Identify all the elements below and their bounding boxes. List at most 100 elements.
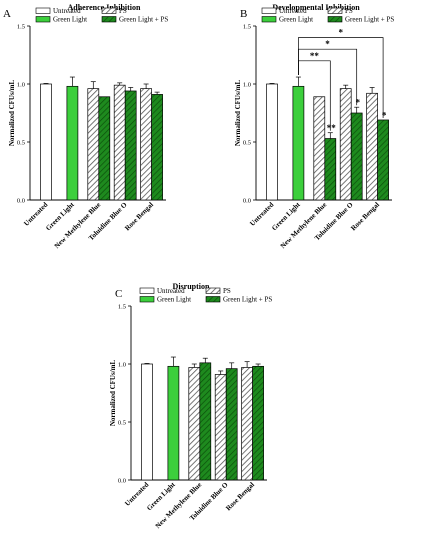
significance-label: *: [339, 28, 344, 38]
bar: [113, 84, 126, 201]
chart-title: Disruption: [173, 282, 210, 291]
x-tick-label: New Methylene Blue: [53, 201, 102, 250]
legend-label: Green Light + PS: [223, 296, 272, 304]
bar: [140, 88, 152, 201]
y-tick-label: 1.5: [118, 303, 126, 310]
x-tick-label: Rose Bengal: [123, 201, 155, 233]
bar: [124, 90, 137, 201]
bar: [98, 96, 111, 201]
bar: [188, 367, 201, 481]
legend-item: PS: [205, 287, 231, 295]
legend-label: PS: [119, 7, 127, 15]
bars: [40, 76, 163, 201]
y-tick-label: 1.0: [118, 361, 126, 368]
significance-label: **: [310, 51, 320, 61]
bar: [199, 362, 212, 481]
legend-item: Green Light: [139, 296, 191, 304]
legend-swatch: [261, 16, 277, 23]
x-tick-label: Untreated: [22, 201, 49, 228]
legend-item: PS: [101, 7, 127, 15]
y-tick-label: 0.0: [243, 197, 251, 204]
legend-item: Untreated: [261, 7, 307, 15]
bar: [225, 368, 238, 481]
bar: [214, 374, 227, 481]
legend-item: Green Light + PS: [101, 16, 168, 24]
y-tick-label: 0.5: [17, 139, 25, 146]
legend-swatch: [101, 7, 117, 14]
y-axis-label: Normalized CFUs/mL: [234, 80, 242, 147]
significance-bracket: [298, 37, 384, 118]
legend-label: Green Light: [53, 16, 87, 24]
chart-title: Developmental Inhibition: [272, 3, 360, 12]
legend: Untreated PS Green Light Green Light + PS: [35, 7, 168, 24]
y-tick-label: 1.0: [17, 81, 25, 88]
legend-label: Untreated: [53, 7, 81, 15]
x-tick-label: New Methylene Blue: [279, 201, 328, 250]
legend-label: Green Light: [157, 296, 191, 304]
legend-swatch: [327, 16, 343, 23]
chart-title: Adherence Inhibition: [68, 3, 142, 12]
x-tick-label: New Methylene Blue: [154, 481, 203, 530]
bar: [339, 88, 352, 201]
legend-swatch: [261, 7, 277, 14]
legend-swatch: [139, 287, 155, 294]
legend-swatch: [35, 16, 51, 23]
bar: [151, 94, 163, 201]
legend-label: Green Light: [279, 16, 313, 24]
x-tick-label: Rose Bengal: [224, 481, 256, 513]
panel-letter: C: [115, 288, 122, 300]
legend-item: Green Light + PS: [327, 16, 394, 24]
legend-item: PS: [327, 7, 353, 15]
y-tick-label: 1.5: [243, 23, 251, 30]
y-axis-label: Normalized CFUs/mL: [8, 80, 16, 147]
bar: [167, 365, 180, 481]
legend-item: Untreated: [139, 287, 185, 295]
bar: [252, 365, 264, 481]
legend-label: Green Light + PS: [345, 16, 394, 24]
bar: [377, 119, 389, 201]
bar: [292, 85, 305, 201]
bar: [313, 96, 326, 201]
legend-label: Untreated: [279, 7, 307, 15]
bar: [87, 88, 100, 201]
bar: [266, 83, 278, 201]
y-tick-label: 0.5: [243, 139, 251, 146]
significance-label: *: [355, 98, 360, 108]
panel-letter: A: [3, 8, 11, 20]
x-tick-label: Rose Bengal: [349, 201, 381, 233]
legend-swatch: [327, 7, 343, 14]
y-tick-label: 0.0: [17, 197, 25, 204]
y-tick-label: 1.0: [243, 81, 251, 88]
legend-item: Untreated: [35, 7, 81, 15]
significance-label: *: [382, 110, 387, 120]
legend-swatch: [205, 287, 221, 294]
bar: [324, 138, 337, 201]
significance-label: **: [327, 123, 337, 133]
bar: [40, 83, 52, 201]
legend-swatch: [101, 16, 117, 23]
legend-label: PS: [223, 287, 231, 295]
x-tick-label: Untreated: [123, 481, 150, 508]
legend-swatch: [205, 296, 221, 303]
legend-swatch: [35, 7, 51, 14]
panel-letter: B: [240, 8, 247, 20]
legend-label: Green Light + PS: [119, 16, 168, 24]
y-tick-label: 0.5: [118, 419, 126, 426]
legend-item: Green Light + PS: [205, 296, 272, 304]
x-tick-label: Untreated: [248, 201, 275, 228]
significance-annotations: ********: [298, 28, 387, 133]
legend-item: Green Light: [35, 16, 87, 24]
legend: Untreated PS Green Light Green Light + PS: [261, 7, 394, 24]
bar: [366, 92, 378, 201]
bars: [266, 76, 389, 201]
legend-item: Green Light: [261, 16, 313, 24]
legend: Untreated PS Green Light Green Light + PS: [139, 287, 272, 304]
significance-label: *: [325, 39, 330, 49]
bar: [66, 85, 79, 201]
legend-label: PS: [345, 7, 353, 15]
legend-label: Untreated: [157, 287, 185, 295]
